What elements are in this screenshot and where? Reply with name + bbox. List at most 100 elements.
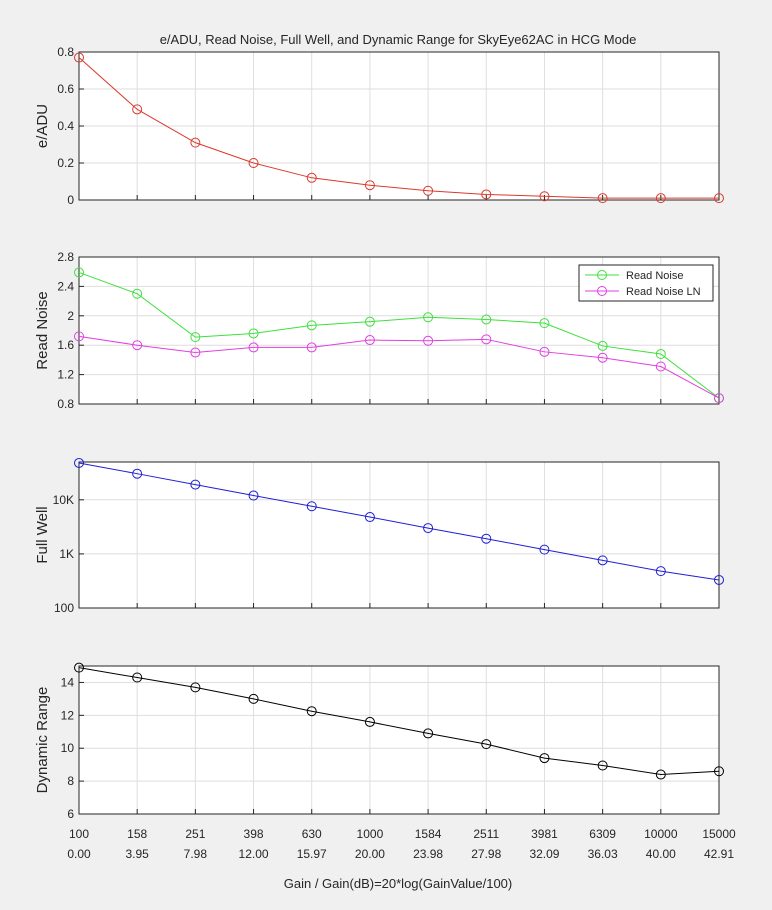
- x-tick-label-db: 3.95: [126, 847, 150, 861]
- data-point: [714, 766, 724, 777]
- series-line: [78, 462, 720, 581]
- data-point: [190, 682, 201, 693]
- series-line: [78, 335, 720, 399]
- x-tick-label: 398: [244, 827, 264, 841]
- axes-frame: [78, 461, 720, 609]
- x-tick-label-db: 23.98: [413, 847, 443, 861]
- data-point: [481, 334, 492, 345]
- data-point: [306, 342, 317, 353]
- data-point: [306, 172, 317, 183]
- data-point: [655, 361, 666, 372]
- data-point: [74, 267, 84, 278]
- x-tick-label: 6309: [589, 827, 616, 841]
- chart-title: e/ADU, Read Noise, Full Well, and Dynami…: [160, 32, 637, 47]
- data-point: [190, 347, 201, 358]
- data-point: [423, 728, 434, 739]
- axes-frame: [78, 51, 720, 201]
- y-tick-label: 0: [67, 193, 74, 207]
- data-point: [539, 346, 550, 357]
- data-point: [190, 332, 201, 343]
- data-point: [597, 193, 608, 204]
- legend-label: Read Noise: [626, 270, 683, 282]
- data-point: [190, 137, 201, 148]
- axes-frame: [78, 665, 720, 815]
- axes-frame: [78, 256, 720, 405]
- data-point: [364, 180, 375, 191]
- data-point: [423, 523, 434, 534]
- y-tick-label: 10: [61, 741, 75, 755]
- y-tick-label: 1.6: [57, 338, 74, 352]
- y-tick-label: 1.2: [57, 368, 74, 382]
- x-tick-label: 15000: [702, 827, 736, 841]
- data-point: [248, 693, 259, 704]
- data-point: [423, 312, 434, 323]
- x-tick-label: 2511: [473, 827, 499, 841]
- subplot-dynamic-range: 6 8 10 12 14 Dynamic Range: [34, 662, 724, 821]
- data-point: [481, 189, 492, 200]
- y-tick-label: 12: [61, 708, 75, 722]
- plot-area: [79, 666, 719, 814]
- data-point: [306, 320, 317, 331]
- x-tick-label-db: 7.98: [184, 847, 208, 861]
- y-tick-label: 14: [61, 675, 75, 689]
- x-tick-label-db: 0.00: [67, 847, 91, 861]
- x-tick-label-db: 20.00: [355, 847, 385, 861]
- data-point: [655, 193, 666, 204]
- data-point: [306, 501, 317, 512]
- y-tick-label: 8: [67, 774, 74, 788]
- x-tick-label: 251: [185, 827, 205, 841]
- data-point: [248, 328, 259, 339]
- series-line: [78, 667, 720, 776]
- x-tick-label: 1000: [357, 827, 384, 841]
- x-tick-label-db: 12.00: [239, 847, 269, 861]
- y-tick-label: 0.6: [57, 82, 74, 96]
- x-tick-label-db: 15.97: [297, 847, 327, 861]
- legend-marker: [597, 270, 607, 280]
- data-point: [655, 566, 666, 577]
- data-point: [248, 342, 259, 353]
- x-tick-label: 10000: [644, 827, 678, 841]
- x-axis-ticks: 100 0.00 158 3.95 251 7.98 398 12.00 630 15.97 100…: [67, 827, 736, 861]
- x-tick-label-db: 27.98: [471, 847, 501, 861]
- data-point: [248, 158, 259, 168]
- y-tick-label: 2.4: [57, 279, 74, 293]
- data-point: [132, 468, 143, 479]
- data-point: [74, 52, 84, 63]
- x-tick-label-db: 42.91: [704, 847, 734, 861]
- x-tick-label-db: 40.00: [646, 847, 676, 861]
- y-axis-label: Dynamic Range: [34, 687, 51, 794]
- data-point: [655, 769, 666, 780]
- x-tick-label: 630: [302, 827, 322, 841]
- data-point: [306, 706, 317, 717]
- data-point: [364, 335, 375, 346]
- y-tick-label: 0.4: [57, 119, 74, 133]
- plot-area: [79, 462, 719, 608]
- data-point: [132, 672, 143, 683]
- data-point: [539, 753, 550, 764]
- x-tick-label-db: 32.09: [529, 847, 559, 861]
- data-point: [74, 331, 84, 342]
- y-tick-label: 2.8: [57, 250, 74, 264]
- subplot-read-noise: 0.8 1.2 1.6 2 2.4 2.8 Read Noise Read Noise Read…: [34, 250, 724, 411]
- data-point: [481, 739, 492, 750]
- data-point: [423, 335, 434, 346]
- data-point: [539, 544, 550, 555]
- data-point: [655, 349, 666, 360]
- y-tick-label: 0.8: [57, 45, 74, 59]
- data-point: [364, 512, 375, 523]
- data-point: [597, 760, 608, 771]
- data-point: [597, 352, 608, 363]
- data-point: [423, 185, 434, 196]
- y-axis-label: e/ADU: [34, 104, 51, 148]
- x-axis-label: Gain / Gain(dB)=20*log(GainValue/100): [284, 876, 512, 891]
- data-point: [481, 314, 492, 325]
- subplot-e-adu: 0 0.2 0.4 0.6 0.8 e/ADU: [34, 45, 724, 207]
- legend-label: Read Noise LN: [626, 286, 701, 298]
- x-tick-label: 1584: [415, 827, 442, 841]
- series-line: [78, 57, 719, 199]
- data-point: [364, 316, 375, 327]
- data-point: [74, 457, 84, 468]
- y-tick-label: 6: [67, 807, 74, 821]
- y-axis-label: Full Well: [34, 506, 51, 563]
